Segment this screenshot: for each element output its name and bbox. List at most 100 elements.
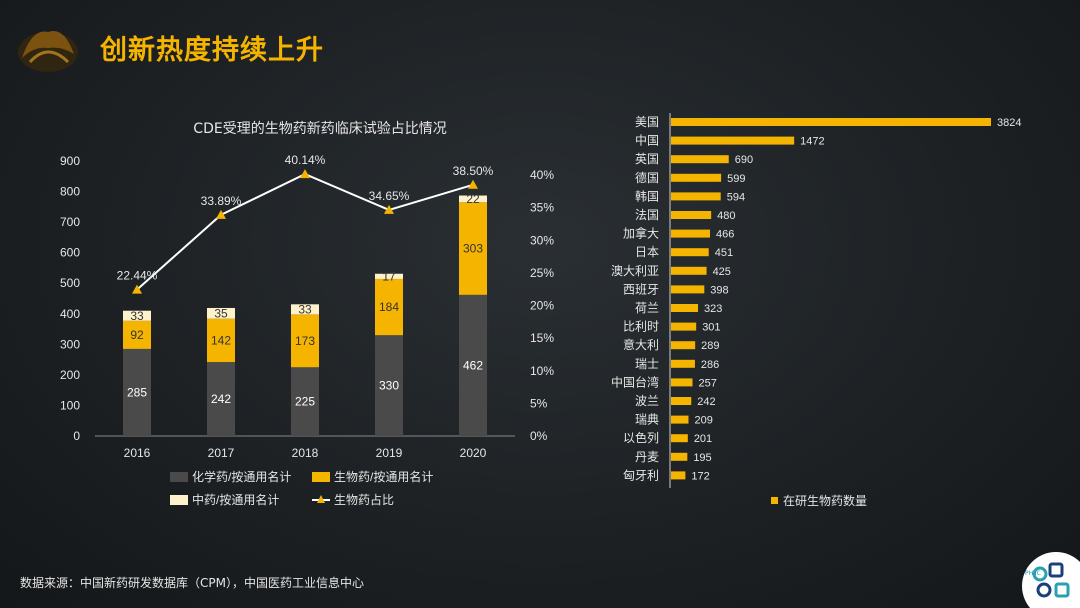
y2-tick-label: 5% (530, 396, 548, 410)
bar-data-label: 242 (211, 392, 231, 406)
bar-data-label: 425 (713, 266, 731, 278)
phiic-logo (1022, 552, 1080, 608)
category-label: 瑞士 (635, 357, 659, 371)
category-label: 日本 (635, 245, 659, 259)
bar (671, 192, 721, 201)
line-data-label: 34.65% (369, 189, 410, 203)
line-marker (132, 284, 142, 294)
bar-data-label: 466 (716, 229, 734, 241)
bar (671, 155, 729, 164)
page-title: 创新热度持续上升 (100, 35, 324, 66)
bar-data-label: 242 (697, 396, 715, 408)
line-marker (300, 169, 310, 179)
bar (671, 136, 795, 145)
bar (671, 341, 696, 350)
bar-segment (459, 195, 487, 203)
bar (671, 304, 699, 312)
y2-tick-label: 30% (530, 233, 554, 247)
bar-data-label: 594 (727, 191, 745, 203)
bar-data-label: 201 (694, 433, 712, 445)
bar-segment (123, 348, 151, 436)
category-label: 美国 (635, 115, 659, 129)
bar-segment (291, 304, 319, 315)
y-tick-label: 400 (60, 307, 80, 321)
emblem-logo (18, 30, 78, 72)
category-label: 丹麦 (635, 450, 659, 464)
bar-segment (459, 202, 487, 295)
line-data-label: 40.14% (285, 153, 326, 167)
x-tick-label: 2020 (460, 446, 487, 460)
bar (671, 211, 712, 219)
stacked-bar-line-chart: 0 100 200 300 400 500 600 700 800 900 0% 5% 10% 15% 20… (60, 153, 554, 507)
bar-segment (207, 318, 235, 363)
category-label: 比利时 (623, 320, 659, 334)
bar-data-label: 480 (717, 210, 735, 222)
y-tick-label: 200 (60, 368, 80, 382)
y2-tick-label: 0% (530, 429, 548, 443)
bar-segment (207, 307, 235, 319)
category-label: 荷兰 (635, 301, 659, 315)
bar-segment (459, 294, 487, 436)
y2-tick-label: 10% (530, 364, 554, 378)
bar-data-label: 285 (127, 385, 147, 399)
bar (671, 322, 697, 331)
bar-data-label: 330 (379, 379, 399, 393)
x-tick-label: 2017 (208, 446, 235, 460)
bar-data-label: 225 (295, 395, 315, 409)
category-label: 韩国 (635, 188, 659, 203)
bar-data-label: 142 (211, 333, 231, 347)
bar-data-label: 173 (295, 334, 315, 348)
bar-segment (375, 335, 403, 436)
bar-segment (123, 310, 151, 321)
horizontal-bar-chart: 美国 3824 中国 1472 英国 690 德国 599 韩国 594 法国 480 加拿大 466 日本… (611, 113, 1021, 508)
bar-segment (123, 320, 151, 349)
bar-segment (291, 314, 319, 368)
bar-data-label: 33 (130, 309, 144, 323)
bar (671, 378, 693, 387)
line-marker (468, 179, 478, 189)
y-tick-label: 300 (60, 337, 80, 351)
bar-data-label: 209 (694, 415, 712, 427)
bar (671, 359, 695, 368)
logo-text: PHIIC (1025, 570, 1041, 577)
category-label: 波兰 (635, 394, 659, 408)
x-tick-label: 2016 (124, 446, 151, 460)
bar-data-label: 3824 (997, 117, 1021, 129)
line-data-label: 33.89% (201, 194, 242, 208)
category-label: 法国 (635, 208, 659, 222)
legend-label: 生物药/按通用名计 (334, 469, 433, 484)
bar-data-label: 195 (693, 452, 711, 464)
line-marker (384, 204, 394, 214)
chart-title: CDE受理的生物药新药临床试验占比情况 (193, 121, 447, 137)
bar (671, 118, 991, 126)
y2-tick-label: 35% (530, 201, 554, 215)
y-tick-label: 800 (60, 185, 80, 199)
bar-segment (375, 278, 403, 336)
bar-segment (375, 273, 403, 279)
bar-data-label: 303 (463, 242, 483, 256)
bar-data-label: 17 (382, 269, 396, 283)
bar-data-label: 1472 (800, 136, 824, 148)
legend-marker (317, 495, 325, 503)
bar (671, 285, 705, 294)
legend-swatch (312, 472, 330, 482)
bar-data-label: 398 (710, 284, 728, 296)
category-label: 意大利 (623, 337, 659, 352)
bar (671, 397, 692, 405)
y2-tick-label: 25% (530, 266, 554, 280)
legend-label: 化学药/按通用名计 (192, 469, 291, 484)
bar (671, 415, 689, 424)
y-tick-label: 700 (60, 215, 80, 229)
y-tick-label: 500 (60, 276, 80, 290)
data-source-note: 数据来源：中国新药研发数据库（CPM），中国医药工业信息中心 (20, 576, 364, 590)
category-label: 加拿大 (623, 226, 659, 241)
bar-data-label: 172 (691, 470, 709, 482)
y-tick-label: 900 (60, 154, 80, 168)
line-series (136, 172, 474, 291)
legend-label: 生物药占比 (334, 492, 394, 507)
x-tick-label: 2019 (376, 446, 403, 460)
bar-segment (207, 362, 235, 436)
y2-tick-label: 15% (530, 331, 554, 345)
bar-data-label: 451 (715, 247, 733, 259)
bar-data-label: 92 (130, 328, 144, 342)
